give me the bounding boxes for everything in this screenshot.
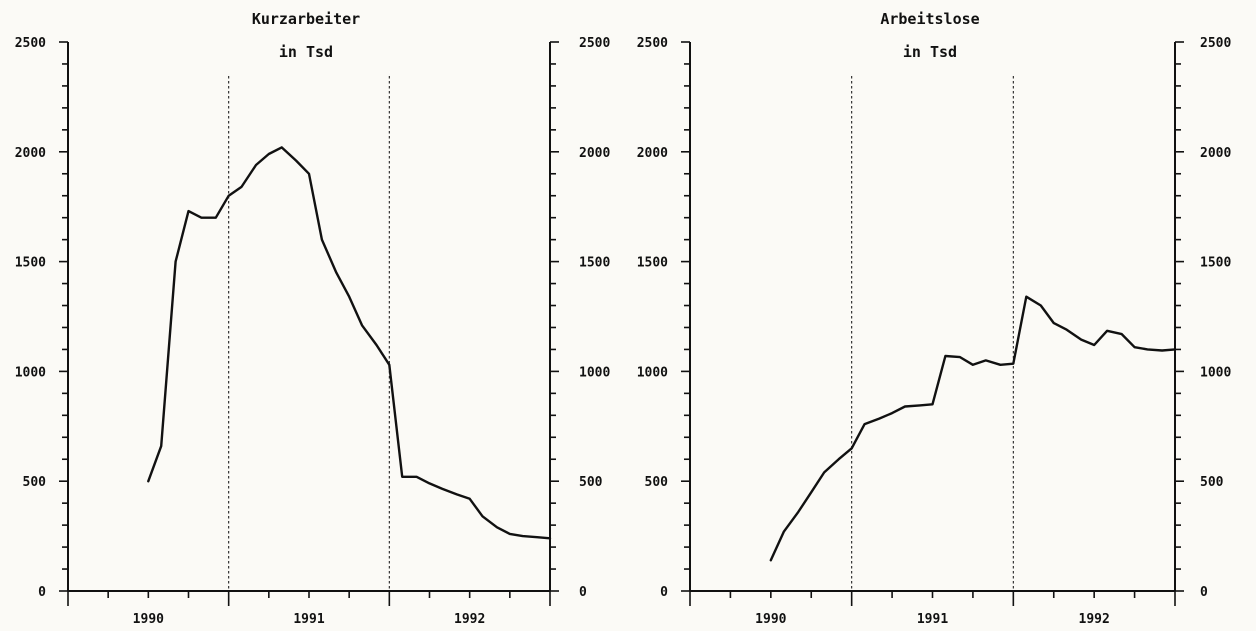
chart-title-line-2: in Tsd <box>903 43 957 61</box>
y-tick-label-right: 2500 <box>1200 36 1231 51</box>
x-tick-label-1992: 1992 <box>454 612 485 627</box>
x-tick-label-1991: 1991 <box>293 612 324 627</box>
y-tick-label-left: 1000 <box>637 365 668 380</box>
chart-title-line-1: Kurzarbeiter <box>252 10 360 28</box>
x-tick-label-1992: 1992 <box>1079 612 1110 627</box>
chart-panel-1: Kurzarbeiter in Tsd 0 0 500 500 1000 1000 1500 15… <box>15 10 611 627</box>
y-tick-label-left: 2000 <box>15 146 46 161</box>
x-tick-label-1990: 1990 <box>755 612 786 627</box>
y-tick-label-right: 1500 <box>579 256 610 271</box>
y-tick-label-left: 2000 <box>637 146 668 161</box>
y-tick-label-left: 500 <box>645 475 669 490</box>
y-tick-label-right: 500 <box>1200 475 1224 490</box>
y-tick-label-right: 0 <box>579 585 587 600</box>
y-tick-label-left: 1000 <box>15 365 46 380</box>
y-tick-label-left: 2500 <box>15 36 46 51</box>
y-tick-label-right: 2000 <box>1200 146 1231 161</box>
series-line <box>147 146 552 540</box>
x-tick-label-1990: 1990 <box>133 612 164 627</box>
y-tick-label-right: 1000 <box>1200 365 1231 380</box>
y-tick-label-left: 2500 <box>637 36 668 51</box>
y-tick-label-left: 0 <box>660 585 668 600</box>
y-tick-label-right: 2500 <box>579 36 610 51</box>
x-tick-label-1991: 1991 <box>917 612 948 627</box>
y-tick-label-right: 500 <box>579 475 603 490</box>
y-tick-label-left: 500 <box>23 475 47 490</box>
y-tick-label-left: 1500 <box>637 256 668 271</box>
y-tick-label-right: 1000 <box>579 365 610 380</box>
y-tick-label-right: 2000 <box>579 146 610 161</box>
chart-title-line-1: Arbeitslose <box>880 10 979 28</box>
chart-title-line-2: in Tsd <box>279 43 333 61</box>
y-tick-label-right: 1500 <box>1200 256 1231 271</box>
y-tick-label-right: 0 <box>1200 585 1208 600</box>
y-tick-label-left: 0 <box>38 585 46 600</box>
chart-panel-2: Arbeitslose in Tsd 0 0 500 500 1000 1000 1500 150… <box>637 10 1232 627</box>
y-tick-label-left: 1500 <box>15 256 46 271</box>
series-line <box>769 295 1177 562</box>
